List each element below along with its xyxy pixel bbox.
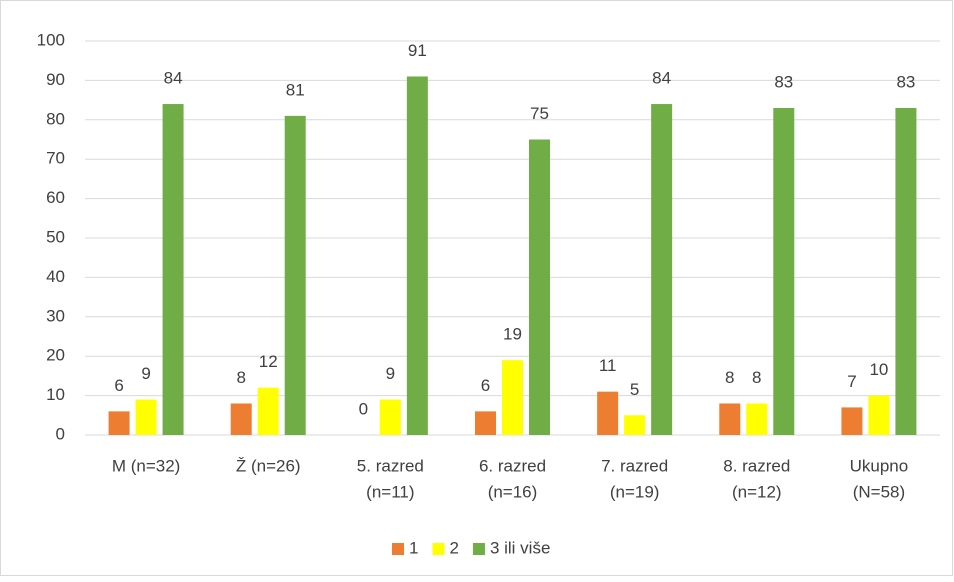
x-tick-label: 8. razred xyxy=(723,456,790,475)
data-label: 8 xyxy=(752,368,761,387)
y-tick-label: 0 xyxy=(56,424,65,443)
y-tick-label: 90 xyxy=(46,70,65,89)
bar xyxy=(230,403,252,435)
data-label: 83 xyxy=(896,72,915,91)
data-label: 6 xyxy=(114,376,123,395)
bar xyxy=(773,107,795,435)
y-tick-label: 10 xyxy=(46,385,65,404)
x-tick-label: 5. razred xyxy=(357,456,424,475)
y-tick-label: 30 xyxy=(46,306,65,325)
data-label: 84 xyxy=(652,69,671,88)
bar xyxy=(502,360,523,435)
x-tick-label: (N=58) xyxy=(853,482,905,501)
bar xyxy=(406,76,428,436)
bar xyxy=(746,403,768,435)
legend-swatch xyxy=(432,543,445,555)
x-tick-label: 6. razred xyxy=(479,456,546,475)
data-label: 12 xyxy=(259,352,278,371)
data-label: 19 xyxy=(503,325,522,344)
x-tick-label: (n=19) xyxy=(610,482,660,501)
data-label: 10 xyxy=(869,360,888,379)
x-tick-label: 7. razred xyxy=(601,456,668,475)
data-label: 83 xyxy=(774,72,793,91)
legend-swatch xyxy=(392,543,404,555)
x-tick-label: (n=16) xyxy=(488,482,538,501)
data-label: 5 xyxy=(630,380,639,399)
bar xyxy=(624,415,646,435)
bar xyxy=(379,399,401,435)
data-label: 9 xyxy=(141,364,150,383)
data-label: 8 xyxy=(236,368,245,387)
bar xyxy=(597,391,619,435)
legend-label: 1 xyxy=(409,538,418,557)
x-tick-label: M (n=32) xyxy=(112,456,181,475)
bar xyxy=(868,395,890,435)
y-tick-label: 40 xyxy=(46,267,65,286)
legend-label: 3 ili više xyxy=(490,538,550,557)
data-label: 11 xyxy=(599,356,617,375)
bar xyxy=(651,104,673,435)
legend-swatch xyxy=(472,543,485,555)
bar xyxy=(162,104,184,435)
bar xyxy=(895,107,917,435)
bar xyxy=(719,403,741,435)
x-tick-label: Ukupno xyxy=(850,456,909,475)
data-label: 81 xyxy=(286,80,305,99)
data-label: 8 xyxy=(725,368,734,387)
y-tick-label: 80 xyxy=(46,109,65,128)
data-label: 0 xyxy=(359,399,368,418)
bar xyxy=(284,115,306,436)
y-tick-label: 70 xyxy=(46,149,65,168)
data-label: 7 xyxy=(847,372,856,391)
bar xyxy=(135,399,157,435)
bar xyxy=(841,407,863,435)
x-tick-label: (n=11) xyxy=(366,482,414,501)
data-label: 6 xyxy=(481,376,490,395)
x-tick-label: (n=12) xyxy=(732,482,782,501)
data-label: 84 xyxy=(164,69,183,88)
y-tick-label: 60 xyxy=(46,188,65,207)
data-label: 91 xyxy=(408,41,427,60)
y-tick-label: 50 xyxy=(46,227,65,246)
data-label: 75 xyxy=(530,104,549,123)
bar xyxy=(108,411,130,435)
bar xyxy=(529,139,550,435)
y-tick-label: 20 xyxy=(46,346,65,365)
x-tick-label: Ž (n=26) xyxy=(236,456,301,475)
y-tick-label: 100 xyxy=(37,30,65,49)
bar xyxy=(475,411,496,435)
legend-label: 2 xyxy=(449,538,458,557)
data-label: 9 xyxy=(386,364,395,383)
bar xyxy=(257,387,279,435)
